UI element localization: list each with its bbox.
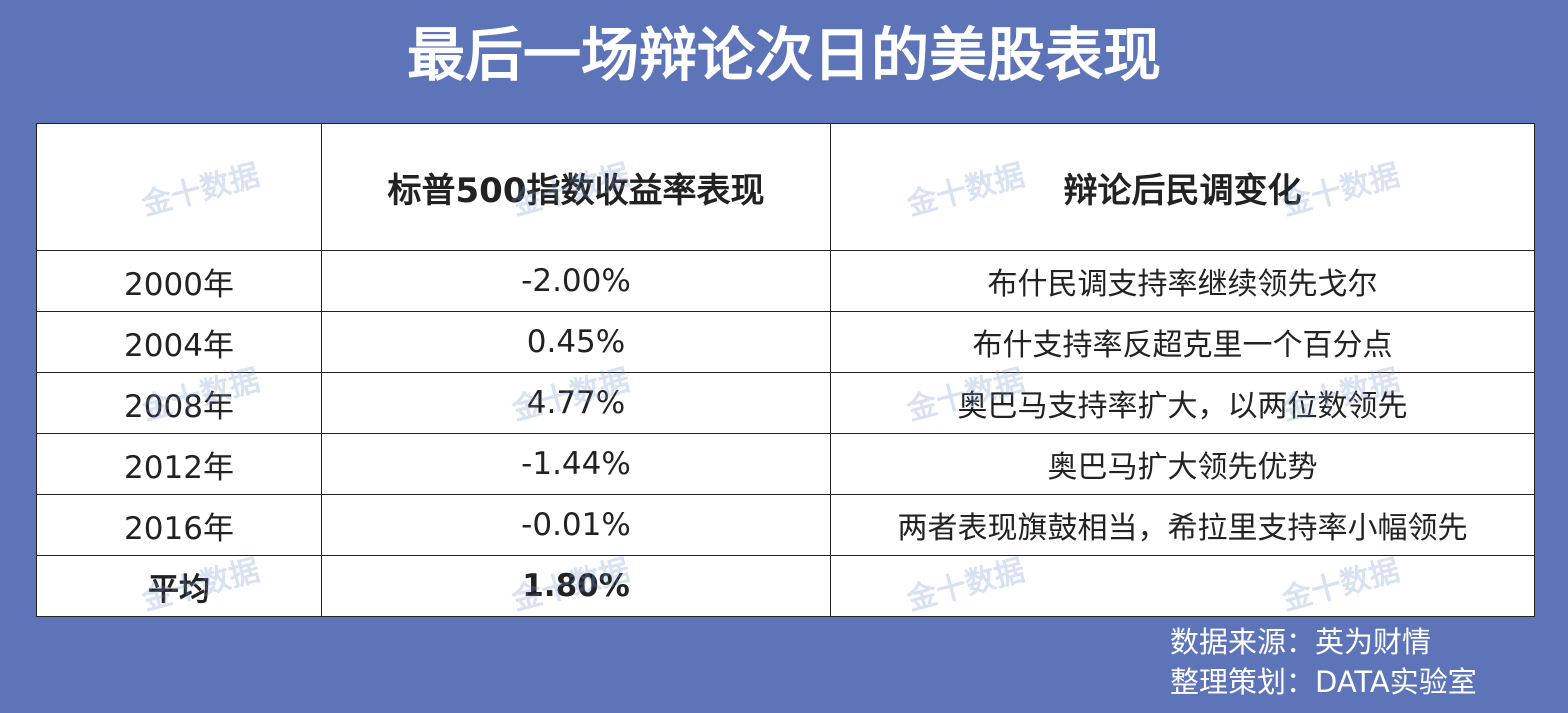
table-row: 2004年 0.45% 布什支持率反超克里一个百分点 (36, 311, 1535, 373)
data-table: 标普500指数收益率表现 辩论后民调变化 2000年 -2.00% 布什民调支持率继… (36, 123, 1535, 617)
table-cell: 4.77% (321, 372, 831, 434)
source-note: 数据来源：英为财情 (1170, 625, 1432, 659)
table-cell: -1.44% (321, 433, 831, 495)
table-cell: -0.01% (321, 494, 831, 556)
table-cell: 1.80% (321, 555, 831, 617)
table-cell: 布什支持率反超克里一个百分点 (830, 311, 1535, 373)
table-cell: 奥巴马支持率扩大，以两位数领先 (830, 372, 1535, 434)
title: 最后一场辩论次日的美股表现 (406, 21, 1161, 89)
table-cell (830, 555, 1535, 617)
table-cell: 2004年 (36, 311, 322, 373)
table-row: 2008年 4.77% 奥巴马支持率扩大，以两位数领先 (36, 372, 1535, 434)
credit-note: 整理策划：DATA实验室 (1170, 665, 1477, 699)
table-cell: 0.45% (321, 311, 831, 373)
header-cell: 辩论后民调变化 (830, 123, 1535, 251)
header-cell (36, 123, 322, 251)
table-row: 2012年 -1.44% 奥巴马扩大领先优势 (36, 433, 1535, 495)
table-row: 2000年 -2.00% 布什民调支持率继续领先戈尔 (36, 250, 1535, 312)
table-cell: 2016年 (36, 494, 322, 556)
header-cell: 标普500指数收益率表现 (321, 123, 831, 251)
table-cell: 奥巴马扩大领先优势 (830, 433, 1535, 495)
table-cell: 2012年 (36, 433, 322, 495)
table-cell: 平均 (36, 555, 322, 617)
table-cell: 2000年 (36, 250, 322, 312)
table-row: 2016年 -0.01% 两者表现旗鼓相当，希拉里支持率小幅领先 (36, 494, 1535, 556)
table-cell: 布什民调支持率继续领先戈尔 (830, 250, 1535, 312)
table-row: 平均 1.80% (36, 555, 1535, 617)
table-cell: 2008年 (36, 372, 322, 434)
header-row: 标普500指数收益率表现 辩论后民调变化 (36, 123, 1535, 251)
table-cell: -2.00% (321, 250, 831, 312)
table-cell: 两者表现旗鼓相当，希拉里支持率小幅领先 (830, 494, 1535, 556)
